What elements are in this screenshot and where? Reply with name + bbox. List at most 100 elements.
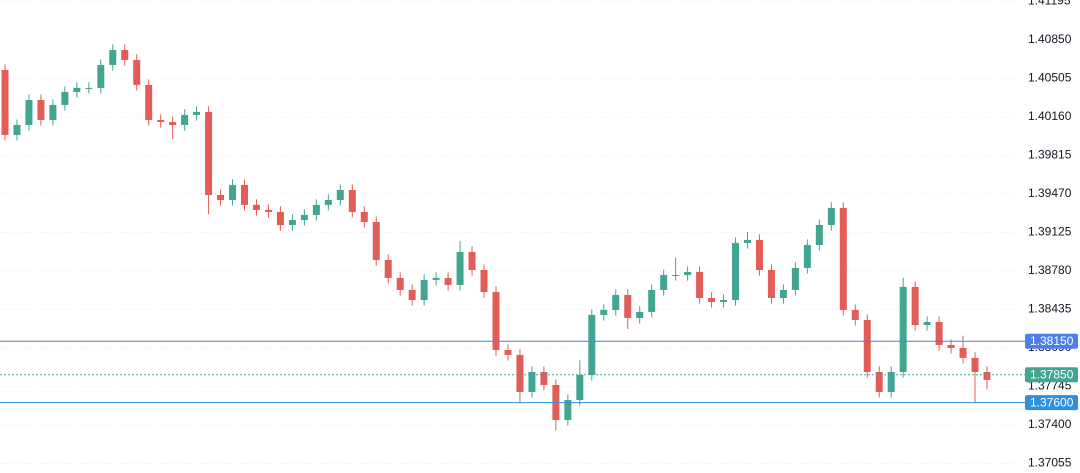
candle-body (612, 294, 620, 310)
candle-body (923, 321, 931, 326)
candle-body (229, 184, 237, 201)
y-axis: 1.41195 1.40850 1.40505 1.40160 1.39815 1.394… (1025, 0, 1078, 470)
candle-body (145, 84, 153, 120)
price-label-box (1025, 367, 1078, 383)
candle-body (803, 244, 811, 268)
y-tick-label: 1.40160 (1028, 109, 1072, 123)
y-tick-label: 1.37400 (1028, 417, 1072, 431)
candle-body (336, 189, 344, 201)
price-label-box (1025, 333, 1078, 349)
candle-body (815, 225, 823, 245)
candle-body (732, 242, 740, 301)
candle-body (217, 194, 225, 201)
candle-body (312, 204, 320, 215)
price-label: 1.37850 (1030, 367, 1074, 381)
candle-body (480, 269, 488, 292)
price-label: 1.37600 (1030, 395, 1074, 409)
candle-body (1, 69, 9, 135)
candle-body (779, 289, 787, 298)
candle-body (241, 184, 249, 205)
candle-body (672, 275, 680, 277)
candle-body (648, 289, 656, 312)
candle-body (887, 371, 895, 392)
candle-body (193, 111, 201, 115)
candle-body (720, 300, 728, 303)
y-tick-label: 1.37055 (1028, 456, 1072, 470)
candle-body (791, 267, 799, 290)
candle-body (743, 239, 751, 243)
candle-body (13, 125, 21, 135)
candle-body (276, 211, 284, 226)
candle-body (839, 207, 847, 310)
candle-body (181, 114, 189, 126)
candle-body (504, 350, 512, 355)
candle-body (959, 347, 967, 358)
candle-body (875, 371, 883, 392)
y-tick-label: 1.39470 (1028, 186, 1072, 200)
candle-body (324, 200, 332, 205)
candle-body (636, 311, 644, 318)
candle-body (827, 207, 835, 226)
candle-body (396, 277, 404, 290)
candle-body (971, 357, 979, 372)
candle-body (205, 111, 213, 195)
grid (0, 0, 1020, 465)
candle-body (456, 251, 464, 285)
candle-body (169, 121, 177, 126)
candle-body (97, 64, 105, 88)
candle-body (133, 59, 141, 85)
candle-body (109, 50, 117, 65)
candle-body (600, 309, 608, 315)
candle-body (947, 344, 955, 348)
candle-body (252, 204, 260, 210)
candle-body (492, 291, 500, 351)
y-tick-label: 1.38780 (1028, 263, 1072, 277)
price-label: 1.38150 (1030, 334, 1074, 348)
candle-body (755, 239, 763, 270)
candle-body (468, 251, 476, 270)
price-label-box (1025, 395, 1078, 411)
candle-body (564, 400, 572, 420)
candle-body (935, 321, 943, 345)
candle-body (983, 371, 991, 380)
candle-body (73, 87, 81, 92)
candle-body (384, 259, 392, 278)
candle-body (528, 371, 536, 392)
candle-body (49, 104, 57, 120)
candle-body (432, 277, 440, 280)
candle-body (660, 275, 668, 290)
candle-body (540, 371, 548, 385)
candles (1, 44, 991, 431)
candle-body (420, 279, 428, 301)
candle-body (708, 297, 716, 303)
candle-body (588, 314, 596, 376)
price-lines (0, 340, 1025, 404)
y-tick-label: 1.38435 (1028, 302, 1072, 316)
candle-body (516, 354, 524, 392)
candle-body (348, 189, 356, 212)
candle-body (911, 286, 919, 326)
candle-body (360, 211, 368, 222)
candle-body (157, 119, 165, 122)
candle-body (851, 309, 859, 320)
candle-body (85, 87, 93, 89)
candle-body (37, 100, 45, 120)
candle-body (288, 219, 296, 226)
candle-body (300, 214, 308, 220)
candle-body (624, 294, 632, 318)
candle-body (25, 100, 33, 126)
candle-body (61, 91, 69, 105)
candle-body (372, 221, 380, 260)
candle-body (408, 289, 416, 301)
y-tick-label: 1.39815 (1028, 148, 1072, 162)
y-tick-label: 1.39125 (1028, 225, 1072, 239)
candle-body (684, 271, 692, 276)
y-tick-label: 1.41195 (1028, 0, 1071, 8)
candle-body (121, 50, 129, 60)
candle-body (899, 286, 907, 372)
candle-body (264, 209, 272, 212)
candle-body (767, 269, 775, 298)
